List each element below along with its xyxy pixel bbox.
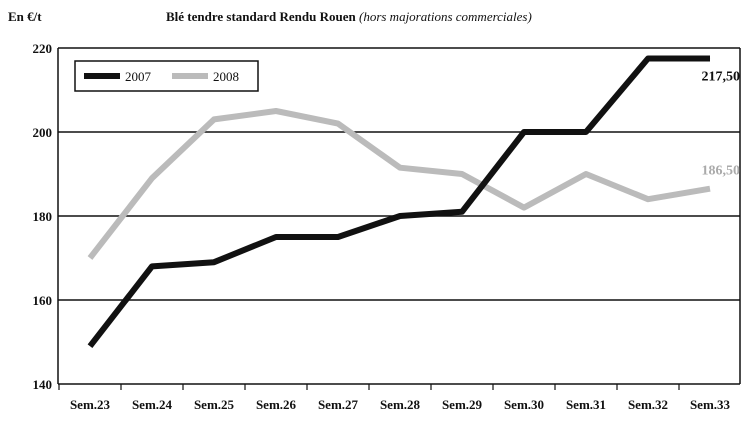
x-tick-label: Sem.32 — [628, 397, 668, 412]
x-tick-label: Sem.25 — [194, 397, 235, 412]
x-tick-label: Sem.29 — [442, 397, 483, 412]
legend: 2007 2008 — [74, 60, 259, 92]
x-tick-label: Sem.23 — [70, 397, 111, 412]
x-tick-label: Sem.27 — [318, 397, 359, 412]
legend-label-2007: 2007 — [125, 69, 152, 84]
series-line-2008 — [87, 108, 711, 260]
x-tick-label: Sem.31 — [566, 397, 606, 412]
series-line-2007 — [87, 55, 710, 349]
x-tick-label: Sem.30 — [504, 397, 544, 412]
x-tick-label: Sem.33 — [690, 397, 731, 412]
y-tick-label: 220 — [33, 41, 53, 56]
y-tick-label: 200 — [33, 125, 53, 140]
legend-label-2008: 2008 — [213, 69, 239, 84]
chart-subtitle: (hors majorations commerciales) — [358, 9, 532, 24]
chart-title: Blé tendre standard Rendu Rouen — [166, 9, 356, 24]
x-tick-label: Sem.26 — [256, 397, 297, 412]
y-axis-unit-label: En €/t — [8, 9, 42, 24]
end-label-2008: 186,50 — [702, 164, 741, 179]
y-tick-label: 180 — [33, 209, 53, 224]
x-tick-label: Sem.28 — [380, 397, 421, 412]
chart-title-block: Blé tendre standard Rendu Rouen (hors ma… — [166, 9, 532, 25]
end-label-2007: 217,50 — [702, 70, 741, 85]
y-tick-label: 140 — [33, 377, 53, 392]
x-tick-label: Sem.24 — [132, 397, 173, 412]
y-tick-label: 160 — [33, 293, 53, 308]
